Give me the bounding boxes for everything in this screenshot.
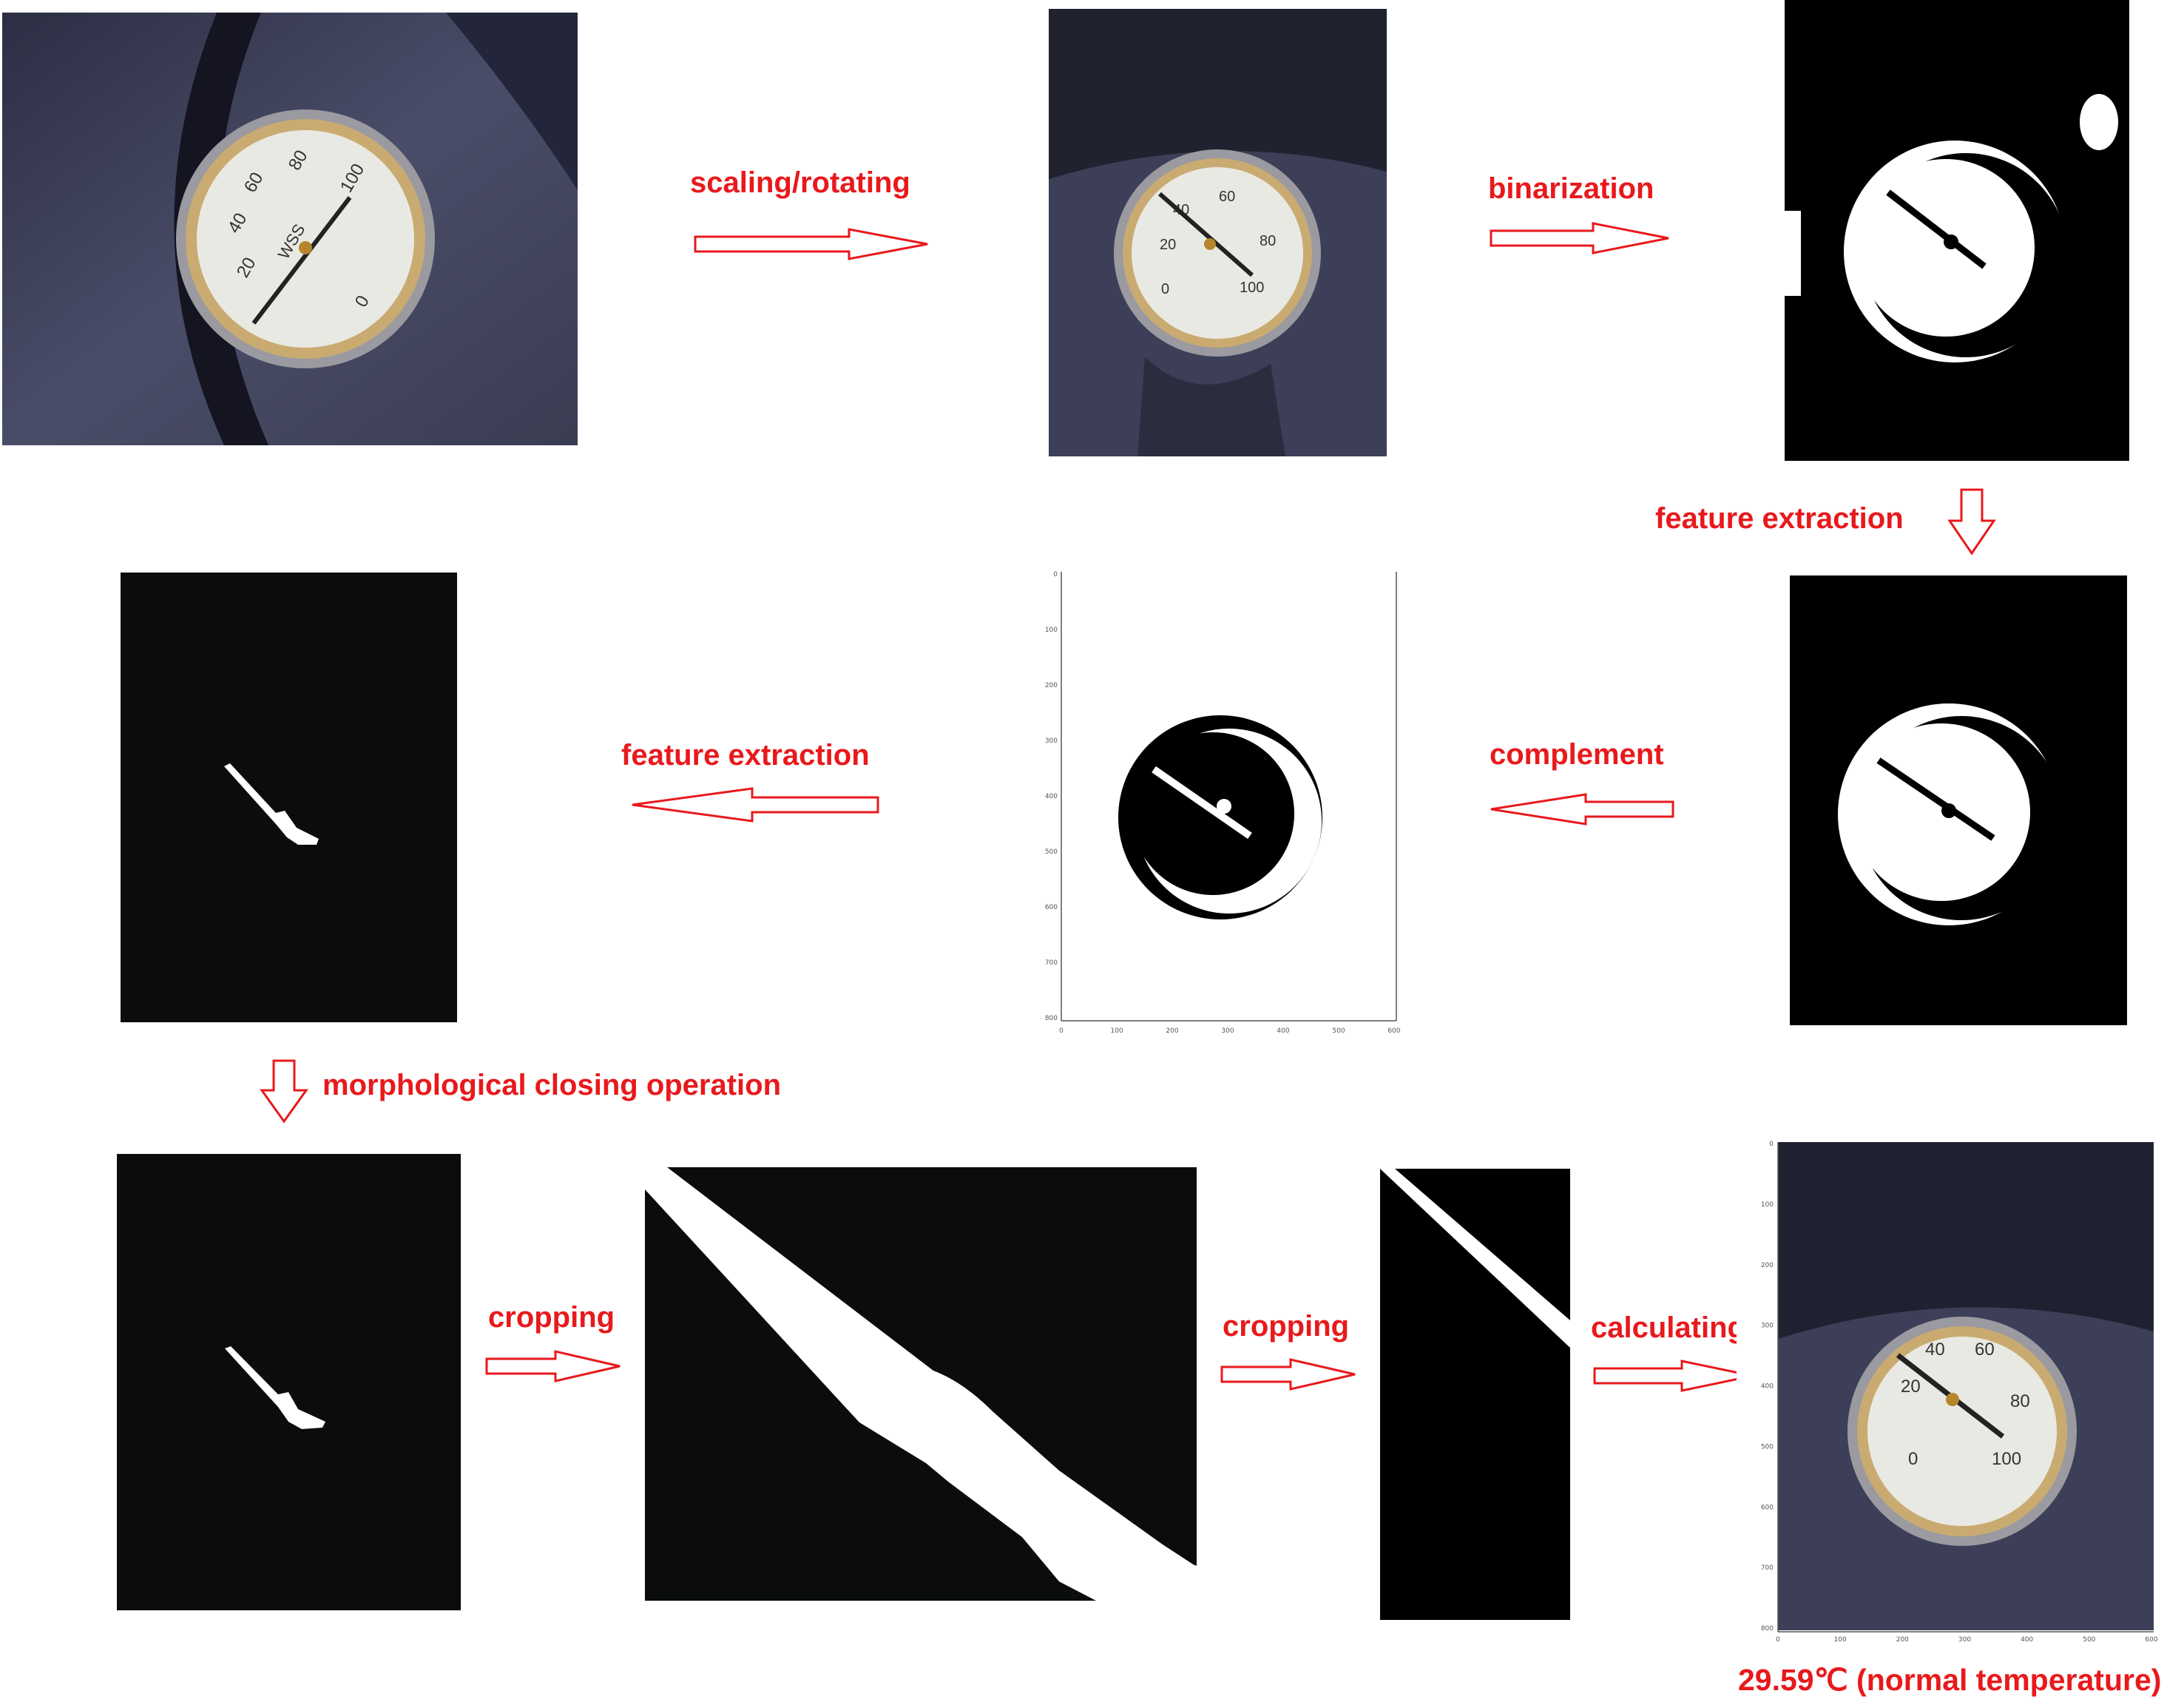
final-y-tick-5: 500	[1761, 1443, 1774, 1451]
complement-x-tick-6: 600	[1387, 1027, 1400, 1035]
complement-y-tick-6: 600	[1045, 904, 1058, 911]
final-scale-0: 0	[1908, 1449, 1918, 1469]
final-y-tick-3: 300	[1761, 1323, 1774, 1330]
cropped-needle-2	[1380, 1169, 1570, 1620]
final-y-tick-7: 700	[1761, 1564, 1774, 1572]
scaled-scale-20: 20	[1160, 237, 1176, 253]
needle-extracted	[121, 573, 457, 1022]
complement-x-tick-5: 500	[1332, 1027, 1345, 1035]
arrow-right-5	[1593, 1360, 1754, 1392]
final-x-tick-3: 300	[1958, 1636, 1971, 1644]
final-scale-100: 100	[1992, 1449, 2021, 1469]
label-binarization: binarization	[1488, 172, 1654, 205]
cropped-needle-1	[645, 1167, 1197, 1601]
arrow-right-2	[1490, 222, 1669, 254]
label-morphological-closing: morphological closing operation	[322, 1069, 782, 1101]
complement-y-tick-8: 800	[1045, 1015, 1058, 1022]
final-scale-40: 40	[1925, 1340, 1945, 1360]
arrow-left-1	[632, 787, 879, 823]
scaled-scale-60: 60	[1219, 189, 1235, 205]
scaled-scale-80: 80	[1260, 233, 1276, 249]
final-y-tick-8: 800	[1761, 1625, 1774, 1633]
complement-x-tick-2: 200	[1166, 1027, 1178, 1035]
complement-plot: 0 100 200 300 400 500 600 700 800 0 100 200 300 400 5…	[1035, 570, 1404, 1037]
final-x-tick-5: 500	[2083, 1636, 2095, 1644]
final-x-tick-6: 600	[2145, 1636, 2157, 1644]
label-feature-extraction-2: feature extraction	[621, 739, 870, 772]
complement-y-tick-1: 100	[1045, 627, 1058, 634]
arrow-down-1	[1947, 488, 1996, 556]
label-cropping-2: cropping	[1223, 1310, 1350, 1343]
gauge-binary-image	[1790, 575, 2127, 1025]
gauge-dial: 20 40 60 80 100 0 WSS	[176, 109, 435, 368]
original-photo: 20 40 60 80 100 0 WSS	[2, 13, 578, 445]
label-scaling-rotating: scaling/rotating	[690, 166, 910, 199]
scaled-scale-100: 100	[1240, 280, 1264, 296]
arrow-down-2	[260, 1059, 308, 1124]
final-y-tick-1: 100	[1761, 1201, 1774, 1209]
label-calculating: calculating	[1591, 1311, 1745, 1344]
complement-y-tick-5: 500	[1045, 848, 1058, 856]
label-feature-extraction-1: feature extraction	[1655, 502, 1904, 535]
scaled-photo: 20 40 60 80 100 0	[1049, 9, 1387, 456]
final-y-tick-2: 200	[1761, 1262, 1774, 1269]
binarized-image	[1785, 0, 2129, 461]
final-x-tick-1: 100	[1834, 1636, 1847, 1644]
final-y-tick-0: 0	[1769, 1141, 1774, 1148]
complement-y-tick-4: 400	[1045, 793, 1058, 800]
complement-x-tick-3: 300	[1221, 1027, 1234, 1035]
final-x-tick-4: 400	[2021, 1636, 2033, 1644]
arrow-right-1	[694, 228, 928, 260]
final-x-tick-0: 0	[1776, 1636, 1780, 1644]
arrow-right-3	[485, 1350, 621, 1382]
complement-x-tick-1: 100	[1110, 1027, 1123, 1035]
complement-y-tick-2: 200	[1045, 682, 1058, 689]
final-y-tick-6: 600	[1761, 1504, 1774, 1511]
label-cropping-1: cropping	[488, 1301, 615, 1334]
final-scale-80: 80	[2010, 1391, 2030, 1411]
final-scale-60: 60	[1975, 1340, 1995, 1360]
arrow-right-4	[1220, 1358, 1356, 1391]
result-temperature: 29.59℃ (normal temperature)	[1738, 1663, 2162, 1697]
closed-needle	[117, 1154, 461, 1610]
final-y-tick-4: 400	[1761, 1383, 1774, 1391]
complement-y-tick-3: 300	[1045, 737, 1058, 745]
arrow-left-2	[1490, 793, 1674, 826]
final-x-tick-2: 200	[1896, 1636, 1909, 1644]
label-complement: complement	[1490, 738, 1664, 771]
complement-x-tick-4: 400	[1277, 1027, 1289, 1035]
complement-x-tick-0: 0	[1059, 1027, 1064, 1035]
complement-y-tick-7: 700	[1045, 959, 1058, 967]
final-scale-20: 20	[1901, 1377, 1921, 1397]
scaled-scale-0: 0	[1161, 281, 1169, 297]
complement-y-tick-0: 0	[1053, 571, 1058, 578]
